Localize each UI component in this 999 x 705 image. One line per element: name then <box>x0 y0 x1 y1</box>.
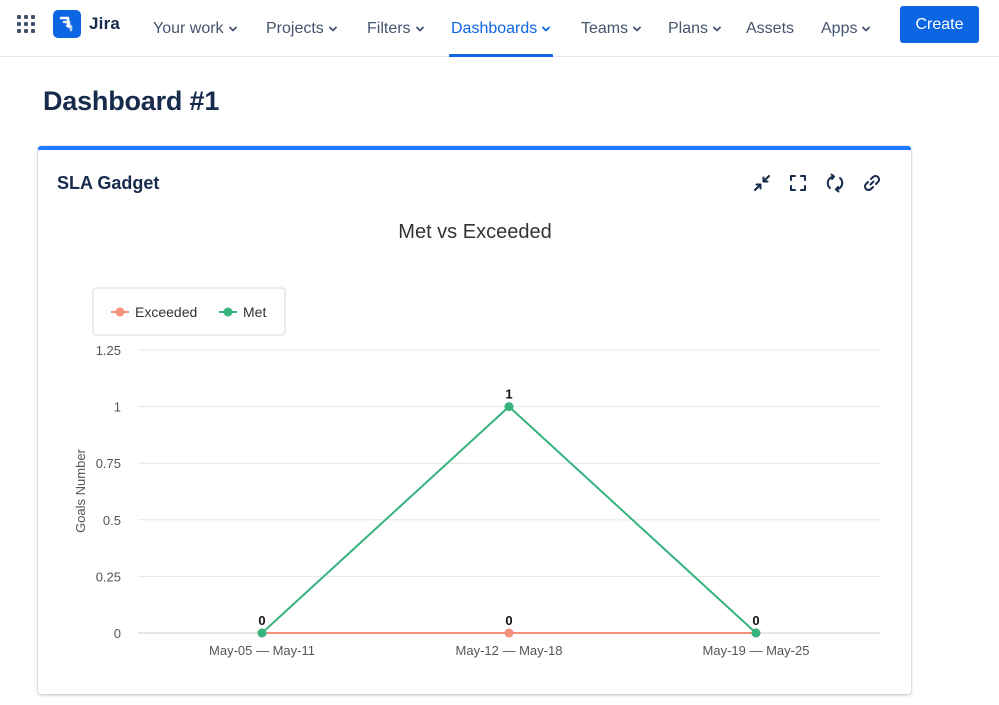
top-navigation: Jira Your work Projects Filters Dashboar… <box>0 0 999 57</box>
app-switcher-icon[interactable] <box>17 15 37 35</box>
refresh-icon[interactable] <box>822 170 848 196</box>
minimize-icon[interactable] <box>749 170 775 196</box>
create-button[interactable]: Create <box>900 6 979 43</box>
nav-filters-label: Filters <box>367 19 411 37</box>
legend-met-marker <box>223 307 233 317</box>
nav-projects-label: Projects <box>266 19 324 37</box>
product-name: Jira <box>89 14 121 33</box>
sla-gadget: SLA Gadget <box>38 146 911 694</box>
nav-apps-label: Apps <box>821 19 858 37</box>
nav-your-work-label: Your work <box>153 19 224 37</box>
link-icon[interactable] <box>859 170 885 196</box>
nav-filters[interactable]: Filters <box>367 0 425 57</box>
chevron-down-icon <box>541 24 551 34</box>
chevron-down-icon <box>328 24 338 34</box>
gadget-title: SLA Gadget <box>57 173 160 193</box>
chevron-down-icon <box>415 24 425 34</box>
legend-met-label: Met <box>243 304 266 320</box>
fullscreen-icon[interactable] <box>785 170 811 196</box>
chevron-down-icon <box>632 24 642 34</box>
nav-teams[interactable]: Teams <box>581 0 642 57</box>
legend-exceeded-marker <box>115 307 125 317</box>
jira-logo-icon <box>53 10 81 38</box>
chevron-down-icon <box>712 24 722 34</box>
chevron-down-icon <box>861 24 871 34</box>
nav-your-work[interactable]: Your work <box>153 0 238 57</box>
nav-assets[interactable]: Assets <box>746 0 794 57</box>
legend-exceeded-label: Exceeded <box>135 304 197 320</box>
nav-apps[interactable]: Apps <box>821 0 871 57</box>
chevron-down-icon <box>228 24 238 34</box>
nav-projects[interactable]: Projects <box>266 0 338 57</box>
nav-dashboards[interactable]: Dashboards <box>448 0 554 57</box>
jira-logo[interactable]: Jira <box>53 10 120 38</box>
legend-item-exceeded[interactable]: Exceeded <box>111 304 197 320</box>
legend-item-met[interactable]: Met <box>219 304 266 320</box>
nav-dashboards-label: Dashboards <box>451 19 538 37</box>
nav-teams-label: Teams <box>581 19 629 37</box>
nav-assets-label: Assets <box>746 19 795 37</box>
nav-plans[interactable]: Plans <box>668 0 722 57</box>
page-title: Dashboard #1 <box>43 86 220 116</box>
nav-plans-label: Plans <box>668 19 709 37</box>
